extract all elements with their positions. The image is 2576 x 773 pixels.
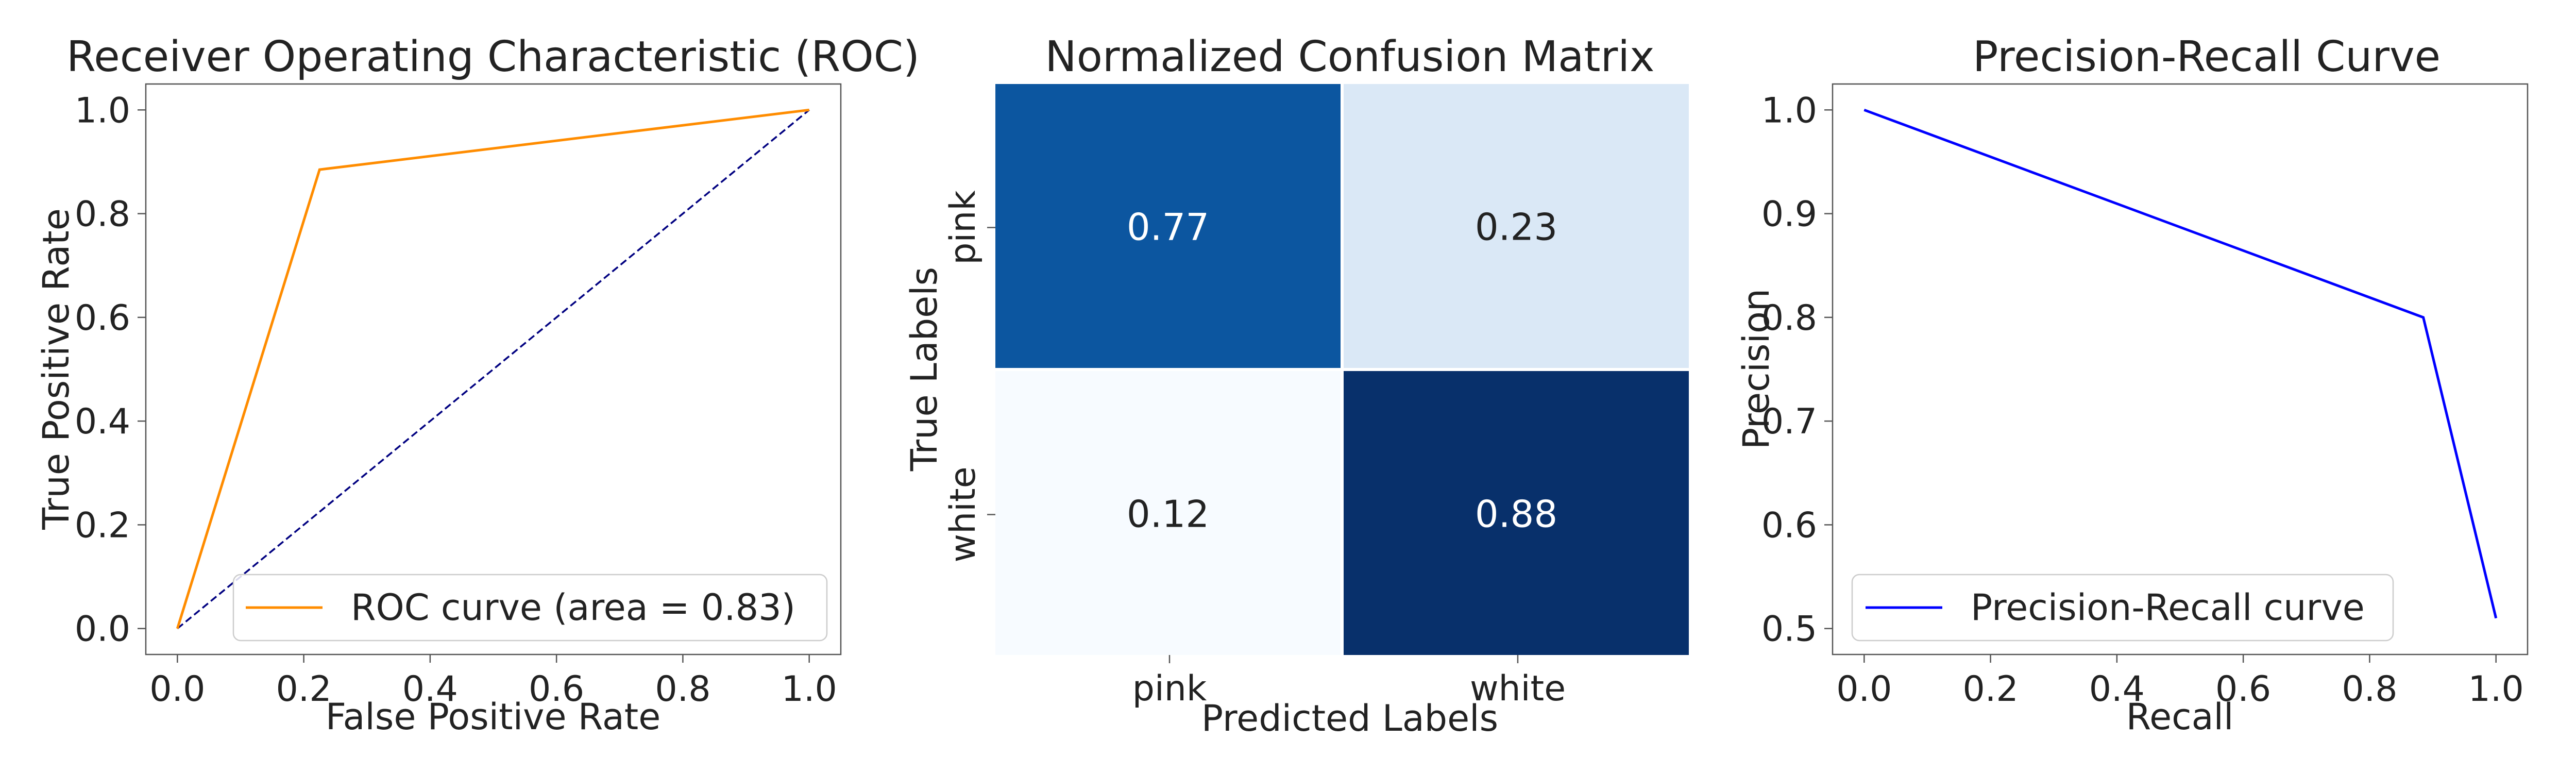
roc-y-axis-label: True Positive Rate [35,208,77,530]
cm-y-tick-label: pink [943,190,984,265]
roc-legend-label: ROC curve (area = 0.83) [351,586,795,629]
roc-y-ticks: 0.0 0.2 0.4 0.6 0.8 1.0 [75,90,146,650]
roc-x-tick-label: 0.6 [529,669,584,710]
roc-plot-area [176,108,810,630]
roc-y-tick-label: 0.0 [75,609,130,650]
roc-y-tick-label: 0.2 [75,505,130,546]
cm-y-axis-label: True Labels [903,267,945,472]
pr-y-ticks: 0.5 0.6 0.7 0.8 0.9 1.0 [1761,90,1833,650]
pr-y-tick-label: 0.8 [1761,298,1817,339]
cm-cell-value: 0.12 [1127,493,1209,536]
pr-y-tick-label: 1.0 [1761,90,1817,131]
pr-x-tick-label: 0.8 [2342,669,2397,710]
precision-recall-panel: Precision-Recall Curve 0.0 0.2 0.4 0.6 0.8 1.… [1735,32,2529,738]
pr-y-tick-label: 0.7 [1761,401,1817,442]
roc-panel: Receiver Operating Characteristic (ROC) … [35,32,920,738]
pr-plot-area [1863,108,2498,619]
roc-x-tick-label: 0.2 [276,669,332,710]
pr-x-axis-label: Recall [2126,696,2234,738]
cm-y-ticks: pink white [943,190,995,563]
pr-y-tick-label: 0.6 [1761,505,1817,546]
confusion-matrix-panel: Normalized Confusion Matrix 0.77 0.23 0.12… [903,32,1689,740]
cm-cell-value: 0.23 [1475,206,1557,249]
pr-x-tick-label: 0.2 [1963,669,2019,710]
pr-series-0-line [1863,108,2498,619]
roc-x-tick-label: 0.0 [149,669,205,710]
pr-title: Precision-Recall Curve [1973,32,2441,81]
pr-axes-frame [1832,83,2529,656]
roc-y-tick-label: 1.0 [75,90,130,131]
roc-x-ticks: 0.0 0.2 0.4 0.6 0.8 1.0 [149,654,837,710]
pr-y-tick-label: 0.9 [1761,194,1817,235]
roc-y-tick-label: 0.6 [75,298,130,339]
pr-legend: Precision-Recall curve [1851,574,2394,642]
pr-legend-label: Precision-Recall curve [1971,586,2365,629]
cm-x-tick-label: pink [1132,668,1207,709]
cm-cell [1344,84,1689,368]
roc-legend: ROC curve (area = 0.83) [232,574,828,642]
cm-cells: 0.77 0.23 0.12 0.88 [995,84,1689,655]
pr-x-tick-label: 0.4 [2089,669,2145,710]
roc-legend-box [232,574,828,642]
roc-y-tick-label: 0.8 [75,194,130,235]
cm-title: Normalized Confusion Matrix [1045,32,1654,81]
roc-x-axis-label: False Positive Rate [326,696,661,738]
roc-y-tick-label: 0.4 [75,401,130,442]
roc-axes-frame [145,83,842,656]
pr-x-tick-label: 0.6 [2215,669,2271,710]
roc-series-0-line [176,108,810,629]
roc-title: Receiver Operating Characteristic (ROC) [66,32,920,81]
roc-series-1-line [177,109,810,630]
cm-cell-value: 0.77 [1127,206,1209,249]
pr-x-tick-label: 0.0 [1836,669,1892,710]
pr-legend-box [1851,574,2394,642]
cm-x-ticks: pink white [1132,655,1566,709]
cm-y-tick-label: white [943,466,984,562]
roc-x-tick-label: 0.4 [402,669,458,710]
cm-cell [995,371,1341,655]
cm-cell [995,84,1341,368]
cm-cell [1344,371,1689,655]
pr-y-tick-label: 0.5 [1761,609,1817,650]
roc-x-tick-label: 0.8 [655,669,710,710]
pr-x-ticks: 0.0 0.2 0.4 0.6 0.8 1.0 [1836,654,2524,710]
pr-x-tick-label: 1.0 [2468,669,2524,710]
cm-x-axis-label: Predicted Labels [1201,697,1498,740]
roc-x-tick-label: 1.0 [782,669,837,710]
cm-x-tick-label: white [1470,668,1566,709]
cm-cell-value: 0.88 [1475,493,1557,536]
pr-y-axis-label: Precision [1735,289,1777,449]
